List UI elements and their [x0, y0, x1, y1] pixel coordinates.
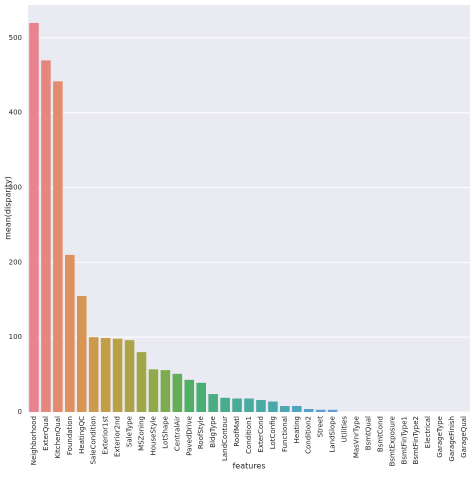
bar — [256, 400, 266, 412]
x-tick-label: PavedDrive — [185, 416, 193, 456]
x-tick-label: GarageType — [436, 416, 444, 458]
bar — [53, 81, 63, 412]
bar — [100, 337, 111, 412]
x-tick-label: BsmtCond — [376, 416, 384, 452]
bar — [232, 398, 242, 412]
bar — [124, 340, 135, 412]
x-tick-label: MSZoning — [137, 416, 145, 451]
bar — [88, 337, 99, 412]
bar — [112, 338, 123, 412]
bar — [41, 60, 51, 412]
bar — [184, 379, 195, 412]
bar — [268, 401, 278, 412]
x-tick-label: RoofMatl — [233, 416, 241, 447]
y-tick-label: 100 — [9, 333, 22, 341]
y-tick-label: 300 — [9, 184, 22, 192]
x-tick-label: SaleCondition — [90, 416, 98, 464]
bar — [208, 394, 218, 412]
x-axis-label: features — [232, 462, 265, 471]
x-tick-label: RoofStyle — [197, 416, 205, 449]
x-tick-label: Exterior1st — [102, 416, 110, 455]
x-tick-label: SaleType — [126, 416, 134, 447]
x-tick-label: Condition2 — [305, 416, 313, 454]
x-tick-label: Condition1 — [245, 416, 253, 454]
x-tick-label: Utilities — [341, 416, 349, 443]
bar — [65, 254, 75, 412]
x-tick-label: ExterQual — [42, 416, 50, 451]
bar — [196, 382, 206, 412]
bar — [280, 406, 290, 412]
x-tick-label: Electrical — [424, 416, 432, 448]
y-tick-label: 0 — [18, 408, 22, 416]
x-tick-label: BsmtQual — [364, 416, 372, 450]
bar — [29, 22, 39, 413]
x-tick-label: GarageQual — [460, 416, 468, 458]
bar — [76, 296, 87, 412]
x-tick-label: Exterior2nd — [114, 416, 122, 457]
bar — [148, 369, 159, 412]
y-tick-label: 200 — [9, 258, 22, 266]
x-tick-label: MasVnrType — [353, 416, 361, 458]
x-tick-label: LandContour — [221, 416, 229, 461]
bar — [172, 373, 183, 412]
x-tick-label: HouseStyle — [149, 416, 157, 456]
bar — [303, 409, 314, 412]
x-tick-label: BsmtExposure — [388, 416, 396, 466]
x-tick-label: KitchenQual — [54, 416, 62, 459]
x-tick-label: LandSlope — [329, 416, 337, 453]
x-tick-label: LotShape — [161, 416, 169, 449]
bar — [136, 352, 147, 412]
bar — [244, 398, 254, 412]
bar — [220, 397, 230, 412]
x-tick-label: Neighborhood — [30, 416, 38, 465]
x-tick-label: LotConfig — [269, 416, 277, 449]
y-tick-label: 500 — [9, 34, 22, 42]
y-axis-label: mean(disparity) — [4, 176, 13, 240]
x-tick-label: BldgType — [209, 416, 217, 448]
x-tick-label: CentralAir — [173, 416, 181, 451]
bar — [327, 409, 338, 412]
x-tick-label: Street — [317, 416, 325, 438]
bar — [315, 409, 326, 412]
x-tick-label: Heating — [293, 416, 301, 443]
x-tick-label: Functional — [281, 416, 289, 452]
x-tick-label: GarageFinish — [448, 416, 456, 462]
x-tick-label: BsmtFinType1 — [400, 416, 408, 464]
x-tick-label: ExterCond — [257, 416, 265, 453]
x-tick-label: HeatingQC — [78, 416, 86, 454]
y-tick-label: 400 — [9, 109, 22, 117]
bar — [292, 406, 302, 412]
x-tick-label: Foundation — [66, 416, 74, 455]
x-tick-label: BsmtFinType2 — [412, 416, 420, 464]
bar — [160, 370, 171, 412]
